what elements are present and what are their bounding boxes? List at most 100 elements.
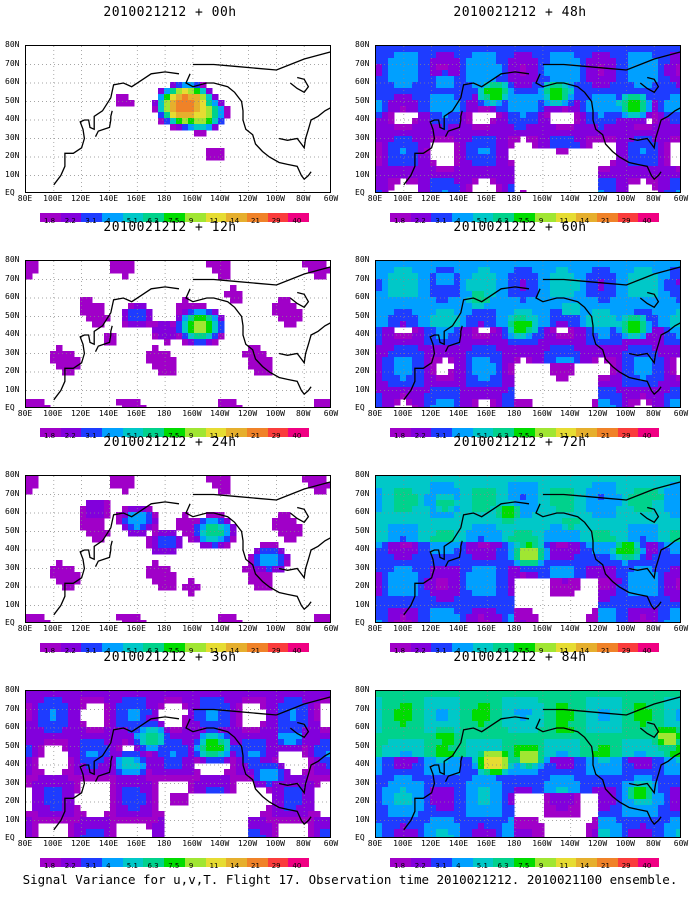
field-cell: [604, 100, 611, 107]
field-cell: [442, 488, 449, 495]
field-cell: [484, 267, 491, 274]
field-cell: [248, 823, 255, 830]
field-cell: [146, 566, 153, 573]
field-cell: [502, 554, 509, 561]
field-cell: [652, 488, 659, 495]
field-cell: [466, 309, 473, 316]
field-cell: [478, 291, 485, 298]
field-cell: [272, 757, 279, 764]
field-cell: [388, 166, 395, 173]
field-cell: [26, 405, 33, 407]
field-cell: [44, 727, 51, 734]
field-cell: [140, 775, 147, 782]
field-cell: [460, 506, 467, 513]
field-cell: [260, 351, 267, 358]
field-cell: [128, 399, 135, 406]
field-cell: [442, 393, 449, 400]
colorbar-label: 29: [621, 217, 631, 225]
field-cell: [502, 76, 509, 83]
field-cell: [568, 500, 575, 507]
field-cell: [388, 303, 395, 310]
field-cell: [68, 369, 75, 376]
field-cell: [634, 393, 641, 400]
field-cell: [254, 781, 261, 788]
field-cell: [302, 703, 309, 710]
field-cell: [122, 703, 129, 710]
field-cell: [478, 82, 485, 89]
field-cell: [382, 88, 389, 95]
field-cell: [376, 70, 383, 77]
field-cell: [466, 88, 473, 95]
field-cell: [430, 279, 437, 286]
field-cell: [50, 703, 57, 710]
x-tick-label: 120E: [420, 409, 441, 418]
field-cell: [478, 482, 485, 489]
field-cell: [622, 291, 629, 298]
field-cell: [206, 148, 213, 155]
field-cell: [604, 375, 611, 382]
field-cell: [484, 375, 491, 382]
field-cell: [574, 106, 581, 113]
field-cell: [412, 518, 419, 525]
field-cell: [284, 745, 291, 752]
field-cell: [158, 739, 165, 746]
field-cell: [484, 536, 491, 543]
field-cell: [514, 112, 521, 119]
x-tick-label: 100E: [393, 409, 413, 418]
field-cell: [382, 560, 389, 567]
field-cell: [508, 506, 515, 513]
field-cell: [550, 291, 557, 298]
field-cell: [532, 58, 539, 65]
x-tick-label: 80E: [17, 409, 33, 418]
field-cell: [622, 494, 629, 501]
field-cell: [538, 279, 545, 286]
field-cell: [412, 106, 419, 113]
field-cell: [206, 512, 213, 519]
field-cell: [224, 691, 231, 698]
field-cell: [98, 835, 105, 837]
field-cell: [640, 130, 647, 137]
field-cell: [68, 769, 75, 776]
field-cell: [284, 309, 291, 316]
field-cell: [448, 70, 455, 77]
field-cell: [676, 64, 680, 71]
field-cell: [598, 76, 605, 83]
field-cell: [544, 267, 551, 274]
field-cell: [472, 363, 479, 370]
field-cell: [320, 823, 327, 830]
field-cell: [664, 357, 671, 364]
field-cell: [418, 393, 425, 400]
field-cell: [146, 697, 153, 704]
field-cell: [598, 530, 605, 537]
field-cell: [514, 518, 521, 525]
field-cell: [116, 697, 123, 704]
field-cell: [278, 303, 285, 310]
field-cell: [508, 82, 515, 89]
field-cell: [236, 739, 243, 746]
field-cell: [224, 273, 231, 280]
field-cell: [652, 172, 659, 179]
field-cell: [652, 315, 659, 322]
x-tick-label: 120E: [70, 194, 91, 203]
field-cell: [382, 303, 389, 310]
field-cell: [230, 775, 237, 782]
field-cell: [32, 476, 39, 483]
field-cell: [152, 542, 159, 549]
field-cell: [382, 297, 389, 304]
field-cell: [664, 530, 671, 537]
field-cell: [44, 799, 51, 806]
field-cell: [382, 64, 389, 71]
field-cell: [128, 709, 135, 716]
field-cell: [460, 482, 467, 489]
field-cell: [664, 399, 671, 406]
field-cell: [62, 787, 69, 794]
field-cell: [478, 52, 485, 59]
field-cell: [646, 333, 653, 340]
field-cell: [454, 536, 461, 543]
field-cell: [460, 118, 467, 125]
field-cell: [74, 805, 81, 812]
field-cell: [284, 518, 291, 525]
field-cell: [254, 560, 261, 567]
field-cell: [38, 691, 45, 698]
field-cell: [640, 500, 647, 507]
